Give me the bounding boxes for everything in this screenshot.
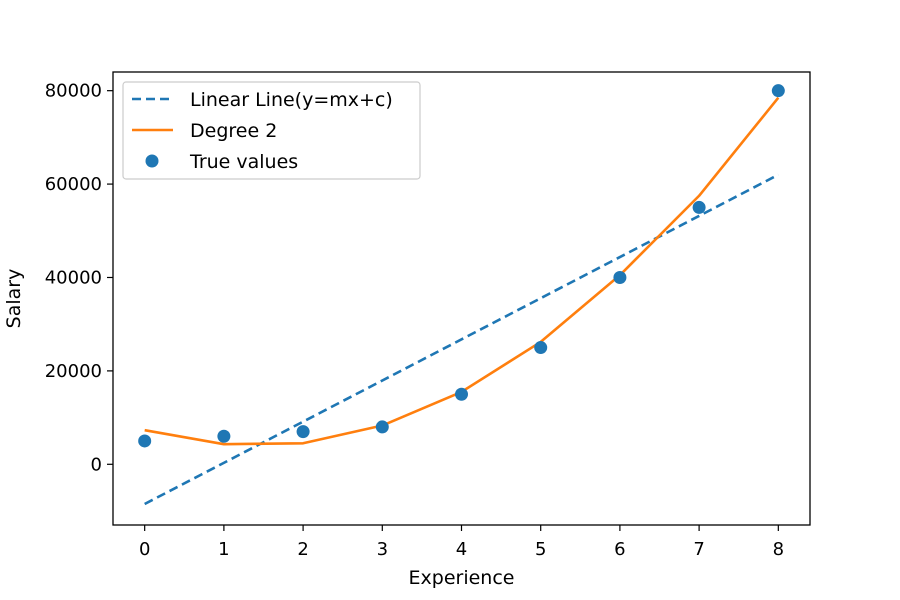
x-tick-label: 7: [693, 539, 704, 560]
legend: Linear Line(y=mx+c) Degree 2 True values: [122, 81, 421, 180]
scatter-point: [375, 420, 389, 434]
y-tick-label: 20000: [45, 361, 102, 382]
y-tick-label: 60000: [45, 174, 102, 195]
x-axis-label: Experience: [409, 567, 515, 589]
x-tick-label: 5: [535, 539, 546, 560]
x-tick-label: 1: [218, 539, 229, 560]
legend-entry-label: Degree 2: [190, 120, 277, 142]
scatter-point: [771, 84, 785, 98]
y-axis-label: Salary: [3, 269, 25, 329]
legend-box: [122, 81, 421, 180]
x-tick-label: 6: [614, 539, 625, 560]
scatter-point: [692, 200, 706, 214]
legend-entry-label: Linear Line(y=mx+c): [190, 89, 393, 111]
y-tick-label: 0: [91, 454, 102, 475]
scatter-point: [534, 341, 548, 355]
scatter-point: [138, 434, 152, 448]
scatter-point: [217, 429, 231, 443]
axes: 0 1 2 3 4 5 6 7 8 0 20000 40000 60000 80000: [45, 71, 811, 560]
y-tick-label: 80000: [45, 81, 102, 102]
series-line-0: [144, 173, 779, 506]
scatter-point: [613, 270, 627, 284]
plot-area: [138, 84, 785, 506]
legend-swatch-marker: [145, 154, 159, 168]
x-tick-label: 4: [456, 539, 467, 560]
scatter-point: [296, 425, 310, 439]
x-tick-label: 2: [297, 539, 308, 560]
y-tick-label: 40000: [45, 267, 102, 288]
scatter-point: [455, 387, 468, 401]
x-tick-label: 0: [139, 539, 150, 560]
x-tick-label: 8: [773, 539, 784, 560]
legend-entry-label: True values: [189, 151, 298, 173]
x-tick-label: 3: [377, 539, 388, 560]
